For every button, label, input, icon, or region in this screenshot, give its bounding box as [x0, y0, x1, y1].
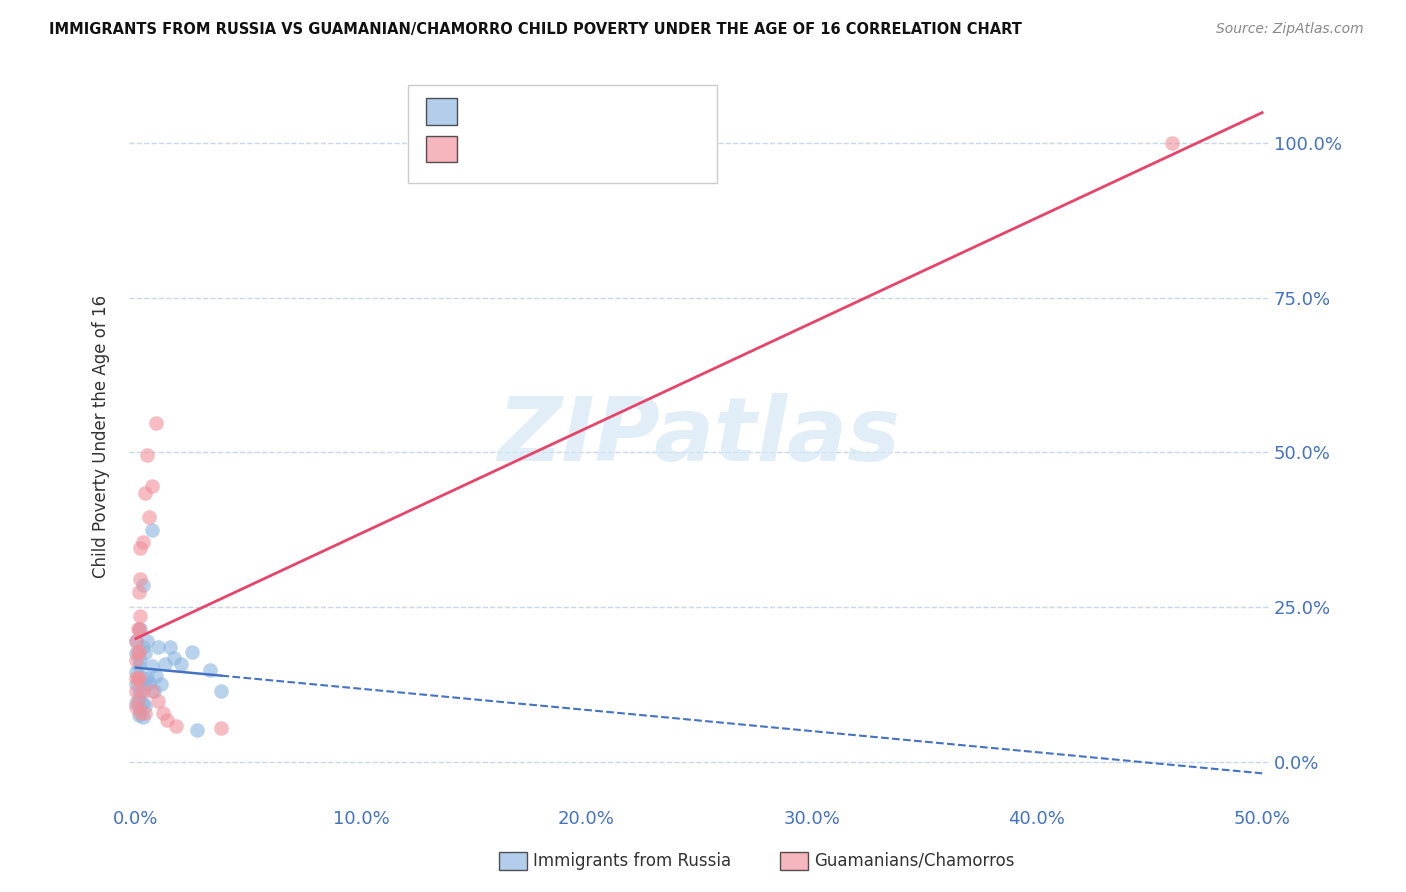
Point — [128, 690, 150, 704]
Point — [170, 657, 193, 671]
Point — [128, 584, 150, 599]
Text: Guamanians/Chamorros: Guamanians/Chamorros — [814, 852, 1015, 870]
Point — [127, 671, 149, 685]
Point — [209, 683, 232, 698]
Point — [128, 671, 150, 685]
Point — [125, 671, 148, 685]
Point — [128, 644, 150, 658]
Point — [125, 683, 148, 698]
Point — [152, 706, 174, 721]
Point — [125, 700, 148, 714]
Point — [129, 541, 152, 556]
Point — [125, 634, 148, 648]
Point — [141, 683, 163, 698]
Point — [129, 572, 152, 586]
Point — [125, 652, 148, 666]
Point — [134, 677, 156, 691]
Point — [134, 485, 156, 500]
Point — [129, 683, 152, 698]
Point — [138, 510, 160, 524]
Point — [131, 710, 153, 724]
Point — [145, 669, 167, 683]
Point — [148, 694, 170, 708]
Y-axis label: Child Poverty Under the Age of 16: Child Poverty Under the Age of 16 — [93, 295, 110, 578]
Point — [209, 721, 232, 735]
Point — [165, 719, 187, 733]
Point — [125, 665, 148, 679]
Point — [131, 578, 153, 592]
Point — [129, 706, 152, 721]
Point — [129, 609, 152, 624]
Point — [145, 416, 167, 430]
Point — [138, 675, 160, 690]
Point — [141, 658, 163, 673]
Point — [159, 640, 181, 655]
Point — [148, 640, 170, 655]
Point — [131, 683, 153, 698]
Point — [125, 677, 148, 691]
Point — [131, 696, 153, 710]
Text: IMMIGRANTS FROM RUSSIA VS GUAMANIAN/CHAMORRO CHILD POVERTY UNDER THE AGE OF 16 C: IMMIGRANTS FROM RUSSIA VS GUAMANIAN/CHAM… — [49, 22, 1022, 37]
Text: Source: ZipAtlas.com: Source: ZipAtlas.com — [1216, 22, 1364, 37]
Point — [131, 640, 153, 655]
Point — [129, 702, 152, 716]
Text: R =  0.789   N = 32: R = 0.789 N = 32 — [468, 142, 626, 156]
Point — [131, 535, 153, 549]
Point — [128, 658, 150, 673]
Point — [127, 694, 149, 708]
Point — [125, 696, 148, 710]
Point — [136, 449, 159, 463]
Point — [181, 644, 204, 658]
Point — [125, 647, 148, 661]
Text: ZIPatlas: ZIPatlas — [498, 393, 900, 480]
Text: R = -0.036   N = 37: R = -0.036 N = 37 — [468, 104, 626, 119]
Point — [156, 713, 179, 727]
Point — [131, 671, 153, 685]
Point — [186, 723, 208, 737]
Point — [198, 663, 221, 677]
Point — [149, 677, 172, 691]
Point — [1161, 136, 1184, 150]
Point — [136, 634, 159, 648]
Text: Immigrants from Russia: Immigrants from Russia — [533, 852, 731, 870]
Point — [125, 634, 148, 648]
Point — [129, 622, 152, 636]
Point — [141, 523, 163, 537]
Point — [142, 683, 165, 698]
Point — [129, 652, 152, 666]
Point — [128, 708, 150, 723]
Point — [128, 622, 150, 636]
Point — [134, 706, 156, 721]
Point — [136, 671, 159, 685]
Point — [153, 657, 176, 671]
Point — [163, 650, 186, 665]
Point — [141, 479, 163, 493]
Point — [134, 699, 156, 714]
Point — [127, 622, 149, 636]
Point — [134, 647, 156, 661]
Point — [127, 644, 149, 658]
